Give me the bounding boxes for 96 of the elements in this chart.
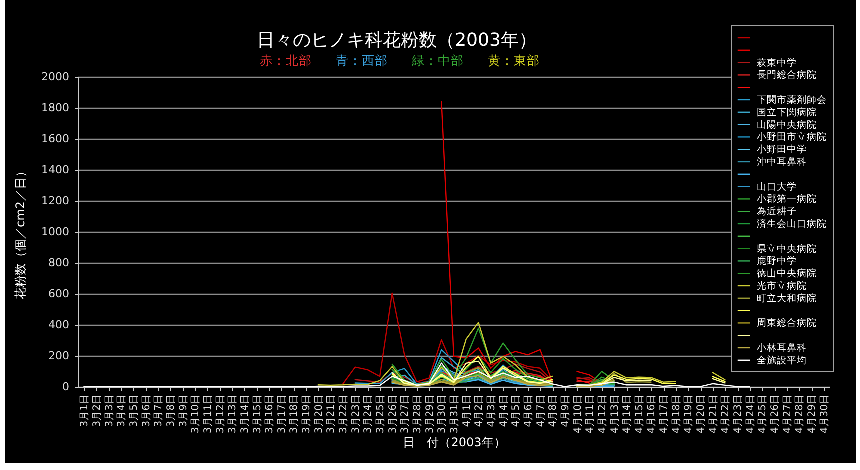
- x-tick-label: 3月13日: [228, 394, 239, 434]
- x-tick-label: 3月26日: [388, 394, 399, 434]
- x-tick-label: 4月22日: [720, 394, 732, 434]
- x-tick-label: 3月17日: [276, 394, 288, 434]
- x-tick-label: 4月6日: [523, 394, 534, 428]
- x-tick-label: 4月18日: [671, 394, 682, 434]
- x-tick-label: 4月30日: [819, 394, 830, 434]
- x-tick-label: 4月28日: [794, 394, 806, 434]
- x-tick-label: 3月27日: [400, 394, 412, 434]
- y-tick-label: 400: [48, 318, 70, 332]
- x-tick-label: 4月16日: [646, 394, 658, 434]
- y-tick-label: 600: [48, 288, 70, 300]
- legend-label: 鹿野中学: [757, 255, 797, 268]
- x-tick-label: 3月10日: [190, 394, 202, 434]
- legend-label: 町立大和病院: [757, 292, 817, 304]
- y-tick-label: 1800: [42, 102, 70, 114]
- y-tick-label: 800: [48, 256, 70, 270]
- x-tick-label: 3月31日: [450, 394, 460, 434]
- x-tick-label: 3月21日: [326, 394, 338, 434]
- x-tick-label: 3月9日: [178, 394, 190, 428]
- legend-label: 山口大学: [757, 180, 797, 193]
- legend-label: 沖中耳鼻科: [757, 156, 807, 168]
- x-tick-label: 3月25日: [376, 394, 387, 434]
- legend-label: 小林耳鼻科: [757, 342, 807, 354]
- y-tick-label: 0: [62, 380, 70, 394]
- x-tick-label: 4月20日: [696, 394, 708, 434]
- y-tick-label: 200: [48, 350, 70, 362]
- legend-label: 小野田中学: [757, 144, 807, 156]
- x-tick-label: 4月13日: [610, 394, 621, 434]
- legend-label: 小野田市立病院: [757, 131, 827, 144]
- x-tick-label: 4月7日: [536, 394, 547, 428]
- x-tick-label: 3月6日: [141, 394, 152, 428]
- x-tick-label: 3月30日: [437, 394, 448, 434]
- x-tick-label: 3月5日: [128, 394, 140, 428]
- x-tick-label: 3月7日: [154, 394, 165, 428]
- y-tick-label: 1000: [42, 226, 70, 238]
- x-tick-label: 3月1日: [80, 394, 91, 428]
- x-tick-label: 4月5日: [511, 394, 522, 428]
- legend-label: 全施設平均: [757, 354, 807, 366]
- x-tick-label: 4月2日: [474, 394, 486, 428]
- y-axis-title: 花粉数（個／cm2／日）: [14, 166, 28, 300]
- x-tick-label: 4月12日: [597, 394, 608, 434]
- y-tick-label: 2000: [42, 70, 70, 84]
- x-tick-label: 3月18日: [289, 394, 300, 434]
- legend-label: 小郡第一病院: [757, 193, 817, 206]
- x-tick-label: 3月24日: [363, 394, 374, 434]
- x-tick-label: 3月8日: [166, 394, 177, 428]
- x-tick-label: 3月2日: [92, 394, 103, 428]
- legend-label: 国立下関病院: [757, 106, 817, 118]
- x-axis-title: 日 付（2003年）: [403, 436, 506, 450]
- x-tick-label: 4月9日: [560, 394, 572, 428]
- legend-label: 為近耕子: [757, 206, 797, 218]
- text: 赤：北部 青：西部 緑：中部 黄：東部: [260, 53, 540, 68]
- legend-label: 下関市薬剤師会: [757, 94, 827, 106]
- legend-label: 周東総合病院: [757, 317, 817, 330]
- legend-label: 長門総合病院: [757, 69, 817, 82]
- x-tick-label: 4月17日: [659, 394, 670, 434]
- x-tick-label: 4月15日: [634, 394, 646, 434]
- x-tick-label: 3月15日: [252, 394, 264, 434]
- legend-label: 萩東中学: [757, 56, 797, 69]
- x-tick-label: 4月25日: [758, 394, 769, 434]
- x-tick-label: 4月19日: [684, 394, 695, 434]
- legend-label: 済生会山口病院: [757, 218, 827, 230]
- x-tick-label: 3月23日: [350, 394, 362, 434]
- x-tick-label: 3月29日: [424, 394, 436, 434]
- legend-label: 光市立病院: [757, 280, 807, 292]
- x-tick-label: 3月4日: [116, 394, 128, 428]
- y-tick-label: 1400: [42, 164, 70, 176]
- x-tick-label: 3月22日: [338, 394, 350, 434]
- x-tick-label: 3月16日: [264, 394, 276, 434]
- x-tick-label: 4月11日: [585, 394, 596, 434]
- legend-label: 徳山中央病院: [757, 268, 817, 280]
- x-tick-label: 3月28日: [412, 394, 424, 434]
- x-tick-label: 4月26日: [770, 394, 782, 434]
- x-tick-label: 4月3日: [486, 394, 498, 428]
- x-tick-label: 3月11日: [202, 394, 214, 434]
- y-tick-label: 1600: [42, 132, 70, 146]
- x-tick-label: 3月12日: [215, 394, 226, 434]
- legend-label: 県立中央病院: [757, 242, 817, 255]
- x-tick-label: 3月14日: [240, 394, 251, 434]
- x-tick-label: 3月19日: [302, 394, 313, 434]
- x-tick-label: 4月14日: [622, 394, 634, 434]
- x-tick-label: 4月4日: [498, 394, 510, 428]
- x-tick-label: 4月10日: [572, 394, 584, 434]
- x-tick-label: 4月27日: [782, 394, 794, 434]
- x-tick-label: 4月24日: [745, 394, 756, 434]
- x-tick-label: 4月21日: [708, 394, 720, 434]
- x-tick-label: 4月8日: [548, 394, 560, 428]
- legend-label: 山陽中央病院: [757, 118, 817, 131]
- x-tick-label: 3月20日: [314, 394, 325, 434]
- x-tick-label: 3月3日: [104, 394, 116, 428]
- x-tick-label: 4月29日: [807, 394, 818, 434]
- x-tick-label: 4月1日: [462, 394, 473, 428]
- x-tick-label: 4月23日: [733, 394, 744, 434]
- chart-title: 日々のヒノキ科花粉数（2003年）: [257, 30, 537, 51]
- y-tick-label: 1200: [42, 194, 70, 208]
